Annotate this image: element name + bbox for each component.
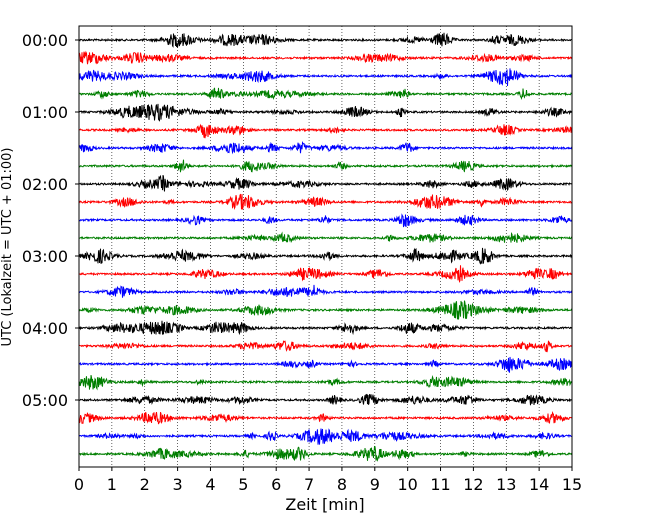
x-axis-title: Zeit [min] bbox=[285, 495, 364, 514]
trace-0115 bbox=[78, 123, 573, 139]
x-tick-label: 12 bbox=[463, 475, 483, 494]
plot-frame bbox=[78, 25, 573, 468]
x-tick-label: 14 bbox=[529, 475, 549, 494]
trace-0130 bbox=[78, 141, 573, 155]
y-tick-label: 02:00 bbox=[22, 175, 68, 194]
y-axis-title: UTC (Lokalzeit = UTC + 01:00) bbox=[0, 148, 15, 347]
trace-0545 bbox=[78, 445, 573, 462]
trace-0230 bbox=[78, 213, 573, 228]
trace-0330 bbox=[79, 284, 573, 298]
x-axis-ticks: 0 1 2 3 4 5 6 7 8 9 10 11 12 13 14 15 bbox=[74, 467, 582, 494]
trace-0345 bbox=[78, 300, 573, 320]
trace-0430 bbox=[78, 356, 573, 374]
trace-0200 bbox=[78, 175, 573, 192]
y-axis-ticks: 00:00 01:00 02:00 03:00 04:00 05:00 bbox=[22, 31, 79, 410]
x-tick-label: 9 bbox=[370, 475, 380, 494]
trace-0300 bbox=[78, 247, 573, 265]
trace-0515 bbox=[78, 410, 573, 425]
x-tick-label: 13 bbox=[496, 475, 516, 494]
y-tick-label: 01:00 bbox=[22, 103, 68, 122]
trace-0000 bbox=[78, 32, 573, 48]
trace-0500 bbox=[78, 393, 573, 406]
trace-0145 bbox=[78, 159, 573, 173]
trace-0530 bbox=[78, 428, 573, 445]
x-tick-label: 5 bbox=[238, 475, 248, 494]
x-tick-label: 0 bbox=[74, 475, 84, 494]
y-tick-label: 05:00 bbox=[22, 391, 68, 410]
y-tick-label: 04:00 bbox=[22, 319, 68, 338]
trace-0315 bbox=[78, 265, 573, 284]
x-tick-label: 8 bbox=[337, 475, 347, 494]
trace-0030 bbox=[78, 68, 573, 87]
y-tick-label: 00:00 bbox=[22, 31, 68, 50]
trace-0245 bbox=[78, 231, 573, 243]
x-tick-label: 7 bbox=[304, 475, 314, 494]
x-tick-label: 3 bbox=[173, 475, 183, 494]
trace-0415 bbox=[78, 340, 573, 353]
x-tick-label: 4 bbox=[205, 475, 215, 494]
trace-0045 bbox=[78, 87, 573, 100]
y-tick-label: 03:00 bbox=[22, 247, 68, 266]
trace-0215 bbox=[78, 193, 573, 210]
x-tick-label: 2 bbox=[140, 475, 150, 494]
traces bbox=[78, 32, 573, 462]
x-tick-label: 15 bbox=[562, 475, 582, 494]
trace-0100 bbox=[78, 103, 573, 122]
trace-0445 bbox=[78, 374, 573, 391]
x-tick-label: 1 bbox=[107, 475, 117, 494]
x-tick-label: 10 bbox=[397, 475, 417, 494]
x-tick-label: 11 bbox=[430, 475, 450, 494]
x-tick-label: 6 bbox=[271, 475, 281, 494]
trace-0400 bbox=[78, 320, 573, 336]
trace-0015 bbox=[78, 50, 573, 65]
